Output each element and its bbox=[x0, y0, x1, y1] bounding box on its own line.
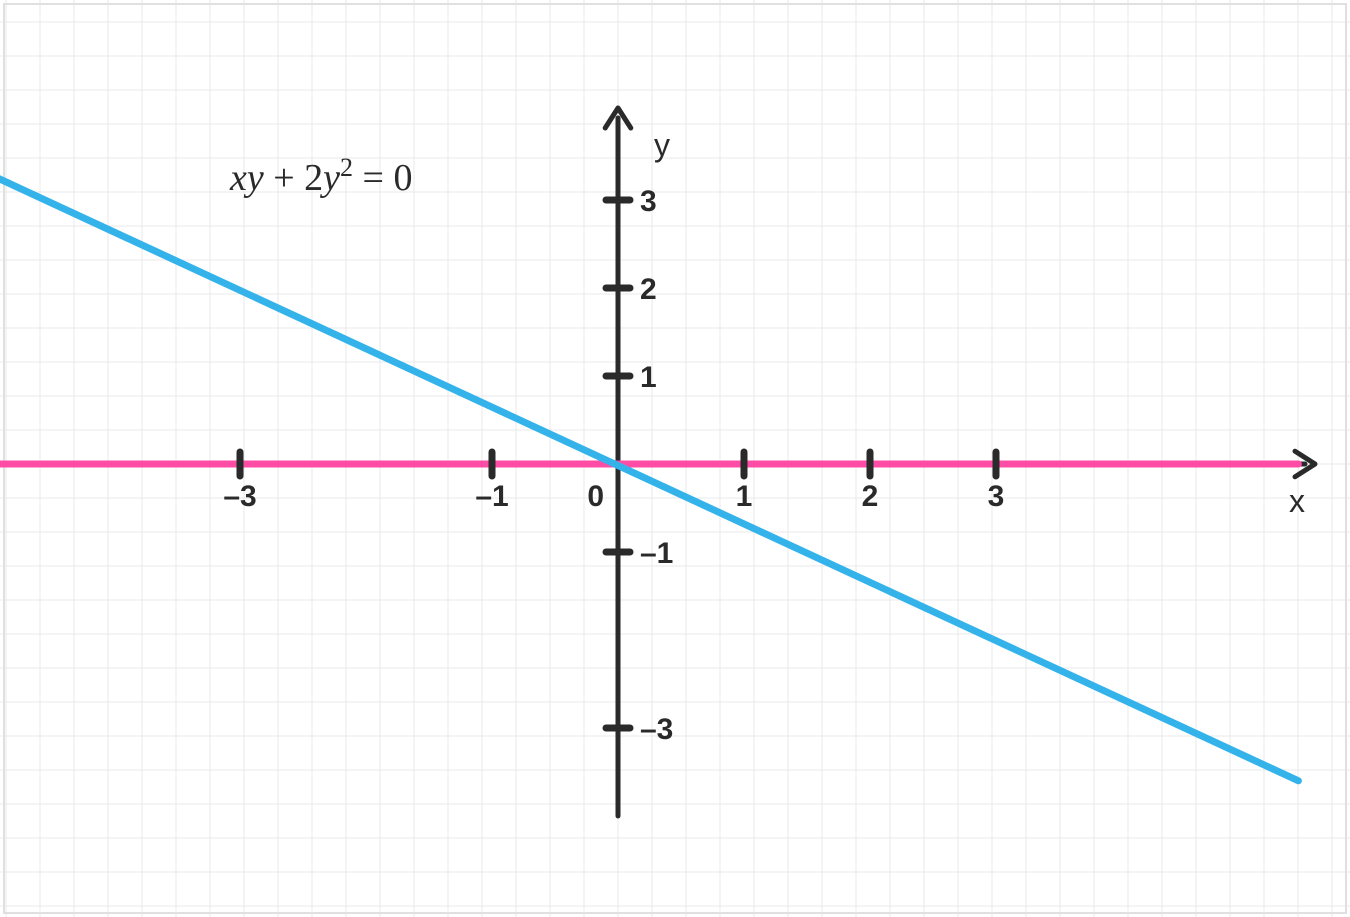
equation-text: xy + 2y2 = 0 bbox=[229, 153, 412, 199]
x-tick-label: 2 bbox=[862, 480, 879, 513]
y-tick-label: 2 bbox=[640, 273, 657, 306]
y-axis-label: y bbox=[654, 127, 670, 163]
y-tick-label: 3 bbox=[640, 185, 657, 218]
coordinate-plot: –3 –1 0 1 2 3 –3 –1 1 2 3 x y xy + 2y2 = 0 bbox=[0, 0, 1350, 917]
x-tick-label: –3 bbox=[223, 480, 256, 513]
x-tick-label: –1 bbox=[475, 480, 508, 513]
x-axis-label: x bbox=[1289, 483, 1305, 519]
y-tick-label: –3 bbox=[640, 713, 673, 746]
background-grid bbox=[0, 0, 1350, 917]
line-y-equals-minus-half-x bbox=[0, 174, 1298, 781]
x-tick-label: 0 bbox=[587, 480, 604, 513]
x-tick-label: 3 bbox=[988, 480, 1005, 513]
y-tick-label: 1 bbox=[640, 361, 657, 394]
plot-series bbox=[0, 174, 1298, 781]
axis-ticks: –3 –1 0 1 2 3 –3 –1 1 2 3 x y bbox=[223, 127, 1305, 746]
x-tick-label: 1 bbox=[736, 480, 753, 513]
y-tick-label: –1 bbox=[640, 537, 673, 570]
equation-label: xy + 2y2 = 0 bbox=[229, 153, 412, 199]
